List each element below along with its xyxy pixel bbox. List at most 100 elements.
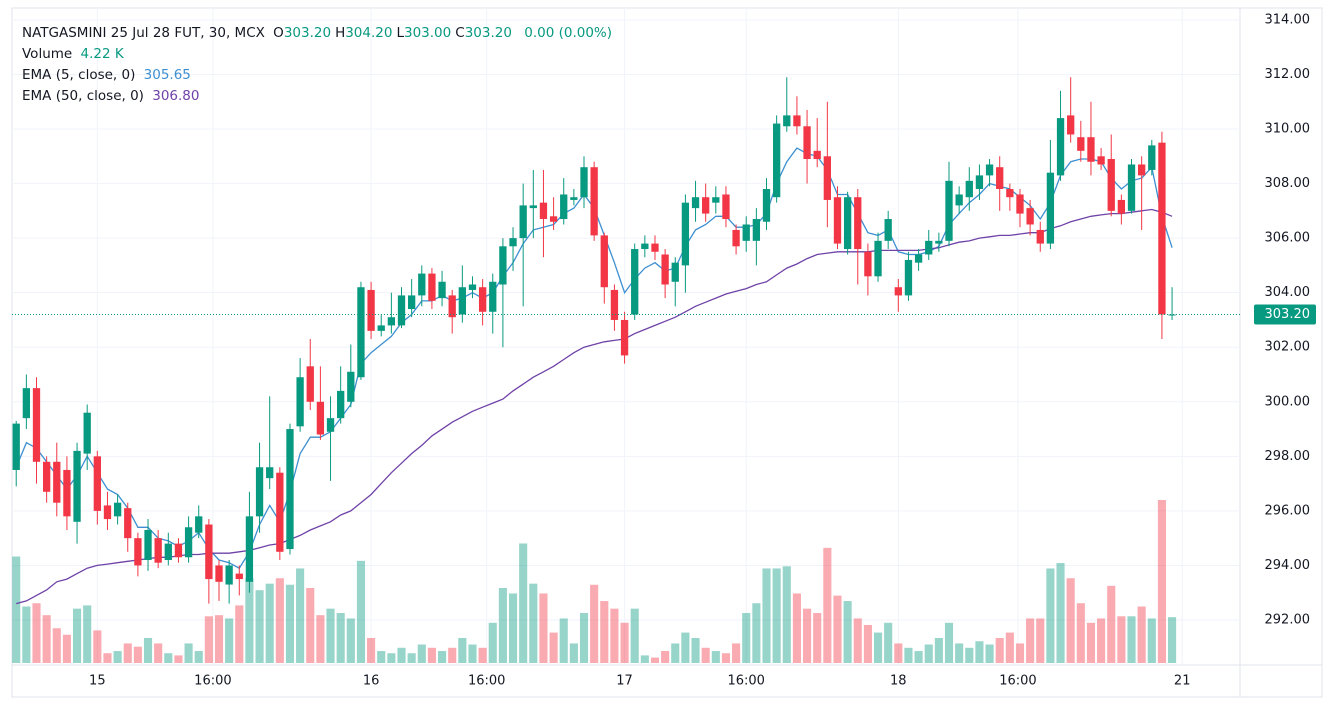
- volume-bar: [721, 653, 731, 663]
- volume-bar: [508, 593, 518, 663]
- volume-bar: [62, 634, 71, 663]
- y-tick-label: 304.00: [1265, 285, 1311, 300]
- volume-bar: [407, 653, 416, 663]
- candle-body: [1036, 229, 1044, 244]
- volume-bar: [681, 632, 690, 663]
- volume-bar: [103, 653, 112, 663]
- volume-bar: [711, 651, 720, 663]
- y-tick-label: 298.00: [1265, 449, 1311, 464]
- volume-bar: [1086, 622, 1096, 663]
- y-tick-label: 294.00: [1265, 558, 1311, 573]
- candle-body: [306, 366, 314, 402]
- candle-body: [1127, 164, 1136, 211]
- candle-body: [1117, 199, 1126, 214]
- volume-bar: [1056, 563, 1065, 663]
- candle-body: [691, 197, 700, 209]
- candle-body: [955, 194, 963, 206]
- candle-body: [610, 289, 619, 320]
- candle-body: [164, 543, 172, 560]
- volume-bar: [174, 655, 183, 663]
- candle-body: [874, 240, 882, 277]
- volume-bar: [853, 618, 862, 663]
- candle-body: [712, 197, 720, 203]
- volume-bar: [823, 547, 832, 663]
- volume-bar: [782, 566, 791, 663]
- volume-bar: [1168, 617, 1177, 663]
- candle-body: [1107, 159, 1115, 211]
- candle-body: [1087, 137, 1095, 162]
- volume-bar: [387, 653, 396, 663]
- ohlc-value: 303.20: [464, 25, 512, 41]
- ema-value: 306.80: [152, 88, 200, 104]
- y-tick-label: 312.00: [1265, 67, 1311, 82]
- volume-bar: [1127, 616, 1136, 663]
- candle-body: [337, 390, 345, 419]
- symbol: NATGASMINI 25 Jul 28 FUT, 30, MCX: [22, 25, 265, 41]
- volume-bar: [1015, 643, 1025, 663]
- ema-name: EMA (50, close, 0): [22, 88, 144, 104]
- candle-body: [387, 317, 396, 326]
- volume-bar: [944, 622, 954, 663]
- candle-body: [965, 180, 973, 198]
- volume-bar: [397, 647, 406, 663]
- volume-bar: [1026, 618, 1035, 663]
- ohlc-key: C: [455, 25, 465, 41]
- last-price-box: [1254, 304, 1316, 325]
- candle-body: [732, 229, 740, 247]
- candle-body: [529, 205, 537, 209]
- volume-bar: [143, 638, 153, 663]
- candle-body: [783, 115, 791, 127]
- candle-body: [985, 164, 994, 176]
- candle-body: [519, 205, 527, 239]
- volume-bar: [873, 632, 883, 663]
- candle-body: [843, 197, 852, 250]
- x-tick-label: 16:00: [727, 674, 764, 689]
- candle-body: [225, 565, 233, 585]
- volume-bar: [498, 588, 507, 663]
- volume-bar: [924, 644, 933, 663]
- volume-bar: [93, 630, 102, 663]
- candle-body: [631, 249, 639, 315]
- y-tick-label: 302.00: [1265, 340, 1311, 355]
- candle-body: [174, 543, 183, 558]
- volume-bar: [326, 608, 335, 663]
- volume-bar: [985, 644, 994, 663]
- volume-bar: [377, 651, 386, 663]
- volume-bar: [600, 601, 609, 663]
- candle-body: [509, 238, 517, 247]
- candle-body: [489, 281, 497, 312]
- volume-bar: [488, 622, 497, 663]
- volume-bar: [620, 622, 629, 663]
- volume-bar: [275, 578, 284, 663]
- candle-body: [113, 502, 122, 517]
- volume-bar: [1137, 606, 1146, 663]
- x-tick-label: 17: [616, 674, 633, 689]
- candle-body: [702, 197, 710, 214]
- volume-bar: [417, 644, 426, 663]
- volume-bar: [22, 606, 31, 663]
- ema-row: EMA (5, close, 0) 305.65: [22, 65, 616, 86]
- volume-bar: [914, 651, 923, 663]
- volume-bar: [975, 641, 984, 663]
- candle-body: [722, 194, 730, 220]
- volume-bar: [519, 543, 528, 663]
- candle-body: [407, 295, 416, 310]
- change: 0.00 (0.00%): [524, 25, 613, 41]
- volume-row: Volume 4.22 K: [22, 44, 616, 65]
- candle-body: [286, 429, 294, 550]
- candle-body: [468, 284, 477, 290]
- volume-value: 4.22 K: [80, 46, 124, 62]
- candle-body: [478, 287, 487, 312]
- candle-body: [1158, 142, 1166, 315]
- candle-body: [438, 281, 446, 299]
- candle-body: [32, 388, 41, 462]
- candle-body: [53, 461, 61, 503]
- candle-body: [245, 516, 254, 582]
- candle-body: [1056, 118, 1065, 176]
- candle-body: [975, 175, 984, 190]
- candle-body: [1168, 314, 1176, 316]
- volume-bar: [803, 608, 812, 663]
- volume-bar: [843, 601, 852, 663]
- volume-bar: [214, 615, 224, 663]
- volume-bar: [12, 556, 21, 663]
